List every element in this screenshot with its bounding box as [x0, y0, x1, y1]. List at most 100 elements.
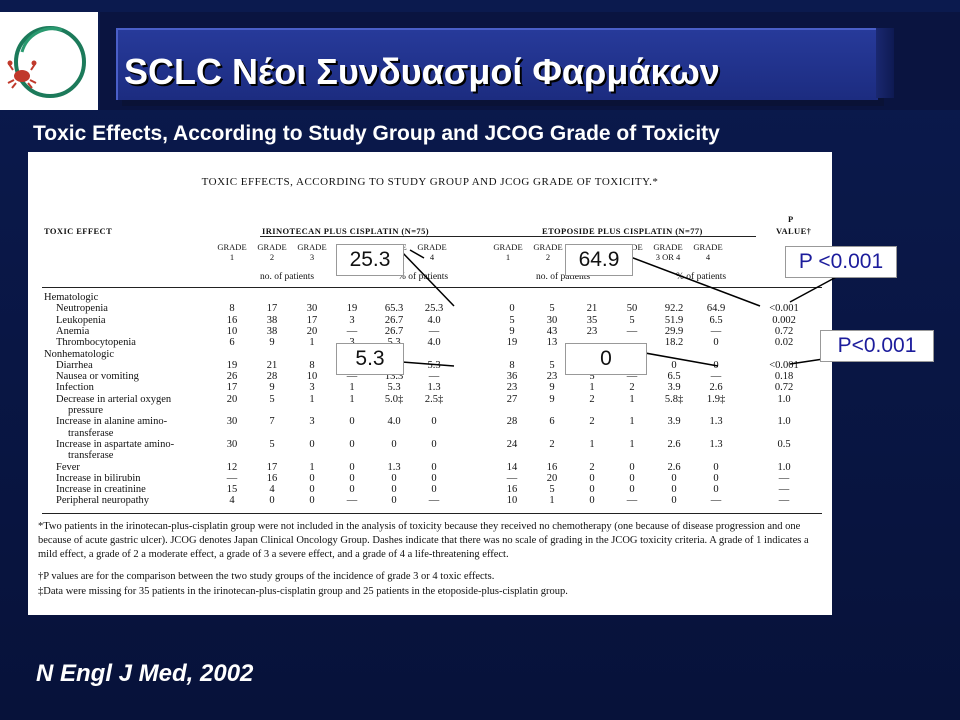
table-cell: 6 — [549, 416, 555, 428]
col-header-toxic-effect: TOXIC EFFECT — [44, 226, 113, 236]
table-row-label: transferase — [68, 450, 114, 462]
table-cell: 0 — [671, 495, 677, 507]
table-cell: 0 — [589, 495, 595, 507]
table-cell: 0 — [309, 484, 315, 496]
table-cell: 1.3 — [709, 416, 723, 428]
col-header-p-line2: VALUE† — [776, 226, 812, 236]
table-row-label: Increase in aspartate amino- — [56, 438, 175, 450]
table-cell: 12 — [226, 461, 238, 473]
table-cell: 0 — [431, 472, 437, 484]
table-cell: 4.0 — [427, 314, 441, 326]
table-cell: 16 — [266, 472, 278, 484]
table-cell: 17 — [266, 461, 278, 473]
table-cell: 3.9 — [667, 382, 681, 394]
table-row-label: pressure — [68, 405, 103, 416]
irinotecan-grade-header-3: GRADE 3 — [292, 242, 332, 262]
grade-header-top: GRADE — [653, 242, 683, 252]
table-cell: 5.0‡ — [384, 393, 404, 405]
table-cell: 17 — [306, 314, 318, 326]
table-row-label: Peripheral neuropathy — [56, 495, 150, 507]
table-cell: 26.7 — [384, 314, 404, 326]
table-cell: 10 — [226, 325, 238, 337]
table-cell: 0 — [629, 484, 635, 496]
table-cell: 2 — [549, 438, 555, 450]
grade-header-bottom: 1 — [505, 252, 511, 262]
table-cell: 16 — [506, 484, 518, 496]
callout-irinotecan-neutropenia-grade4: 25.3 — [336, 244, 404, 276]
table-row-label: Increase in alanine amino- — [56, 416, 168, 428]
table-cell: 2 — [589, 416, 595, 428]
table-cell: — — [428, 325, 440, 337]
grade-header-bottom: 2 — [269, 252, 275, 262]
table-cell: — — [346, 325, 358, 337]
table-cell: 0 — [713, 472, 719, 484]
table-cell: 20 — [226, 393, 238, 405]
table-cell: 1 — [629, 393, 635, 405]
table-cell: 51.9 — [664, 314, 684, 326]
table-cell: 29.9 — [664, 325, 684, 337]
table-cell: 1.9‡ — [706, 393, 726, 405]
footer-citation: N Engl J Med, 2002 — [36, 660, 254, 687]
grade-header-bottom: 1 — [229, 252, 235, 262]
table-cell: 0 — [391, 472, 397, 484]
table-cell: 8 — [309, 359, 315, 371]
table-cell: 0 — [309, 438, 315, 450]
table-cell: 8 — [229, 303, 235, 315]
table-cell: 19 — [226, 359, 238, 371]
etoposide-grade-header-1: GRADE 1 — [488, 242, 528, 262]
grade-header-bottom: 2 — [545, 252, 551, 262]
table-cell: 0 — [349, 472, 355, 484]
footnote-double-dagger: ‡Data were missing for 35 patients in th… — [38, 586, 568, 597]
table-cell: 17 — [266, 303, 278, 315]
table-cell: 9 — [549, 393, 555, 405]
table-cell: 0.72 — [774, 382, 794, 394]
group-header-etoposide: ETOPOSIDE PLUS CISPLATIN (N=77) — [542, 226, 703, 236]
table-row-label: Neutropenia — [56, 303, 108, 315]
table-cell: <0.001 — [769, 303, 799, 315]
grade-header-top: GRADE — [297, 242, 327, 252]
table-cell: 0.5 — [777, 438, 791, 450]
table-row-label: Hematologic — [44, 292, 99, 303]
table-cell: 19 — [346, 303, 358, 315]
table-cell: 0.002 — [772, 314, 796, 326]
table-cell: 0 — [671, 484, 677, 496]
table-row-label: Fever — [56, 461, 80, 473]
grade-header-top: GRADE — [493, 242, 523, 252]
table-cell: 0 — [589, 484, 595, 496]
table-cell: 5 — [509, 314, 515, 326]
toxicity-table-scan: TOXIC EFFECTS, ACCORDING TO STUDY GROUP … — [28, 152, 832, 615]
table-cell: 5.3 — [372, 337, 416, 348]
table-cell: 1 — [589, 438, 595, 450]
grade-header-bottom: 4 — [705, 252, 711, 262]
table-row-label: Leukopenia — [56, 314, 106, 326]
callout-etoposide-neutropenia-grade4: 64.9 — [565, 244, 633, 276]
table-cell: 17 — [226, 382, 238, 394]
callout-p-neutropenia: P <0.001 — [785, 246, 897, 278]
table-cell: 0 — [349, 438, 355, 450]
table-cell: 0 — [431, 484, 437, 496]
table-cell: — — [428, 495, 440, 507]
table-cell: 0 — [431, 438, 437, 450]
table-cell: 20 — [546, 472, 558, 484]
sub-header-no-patients-irinotecan: no. of patients — [260, 272, 315, 282]
table-row-label: Infection — [56, 382, 94, 394]
table-cell: 0 — [713, 484, 719, 496]
table-cell: 23 — [506, 382, 518, 394]
table-cell: 2.6 — [709, 382, 723, 394]
table-cell: 26 — [226, 371, 238, 383]
grade-header-bottom: 3 — [309, 252, 315, 262]
table-cell: 0 — [629, 472, 635, 484]
group-header-irinotecan: IRINOTECAN PLUS CISPLATIN (N=75) — [262, 226, 429, 236]
table-cell: 38 — [266, 314, 278, 326]
table-cell: 1 — [589, 382, 595, 394]
table-cell: — — [626, 495, 638, 507]
sub-header-no-patients-etoposide: no. of patients — [536, 272, 591, 282]
table-cell: 9 — [549, 382, 555, 394]
table-cell: — — [226, 472, 238, 484]
table-cell: 6.5 — [709, 314, 723, 326]
etoposide-grade-header-5: GRADE 3 OR 4 — [648, 242, 688, 262]
table-cell: 0.72 — [774, 325, 794, 337]
table-cell: 15 — [226, 484, 238, 496]
table-cell: 2.6 — [667, 461, 681, 473]
table-cell: 0 — [671, 359, 677, 371]
